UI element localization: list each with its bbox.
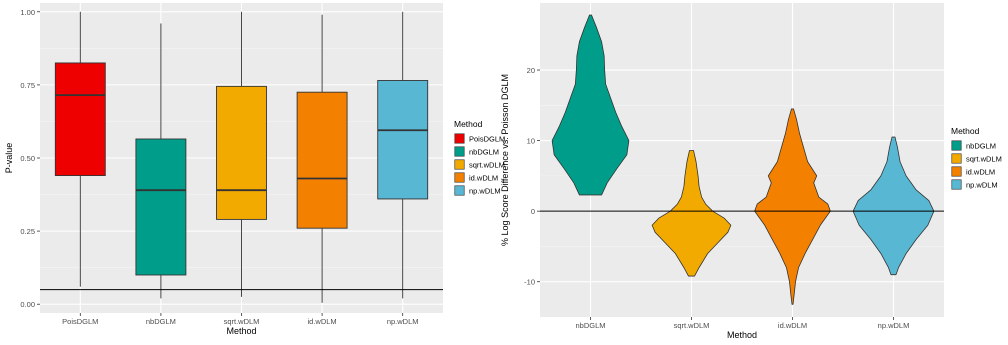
legend-key-id.wDLM bbox=[454, 172, 465, 183]
box-np.wDLM bbox=[377, 11, 429, 299]
x-tick-label: PoisDGLM bbox=[62, 317, 98, 326]
x-axis-title: Method bbox=[727, 330, 757, 340]
legend-key-nbDGLM bbox=[951, 140, 962, 151]
chart-panel-1: 0.00 0.25 0.50 0.75 1.00 PoisDGLM nbDGLM sqrt.w… bbox=[4, 3, 505, 336]
legend-key-nbDGLM bbox=[454, 146, 465, 157]
x-tick-label: sqrt.wDLM bbox=[224, 317, 260, 326]
legend-key-np.wDLM bbox=[951, 179, 962, 190]
y-tick-label: 0.00 bbox=[20, 300, 35, 309]
y-axis-title: % Log Score Difference vs. Poisson DGLM bbox=[500, 74, 510, 246]
legend-key-sqrt.wDLM bbox=[454, 159, 465, 170]
y-tick-label: 0 bbox=[531, 207, 535, 216]
legend-label: np.wDLM bbox=[469, 187, 501, 196]
box-sqrt.wDLM bbox=[216, 11, 267, 297]
x-tick-label: id.wDLM bbox=[778, 321, 807, 330]
legend-title: Method bbox=[454, 119, 483, 129]
y-tick-label: 20 bbox=[527, 66, 535, 75]
y-tick-label: 0.50 bbox=[20, 154, 35, 163]
legend-key-sqrt.wDLM bbox=[951, 153, 962, 164]
box-PoisDGLM bbox=[54, 11, 106, 287]
y-axis-title: P-value bbox=[4, 143, 14, 174]
box-id.wDLM bbox=[296, 14, 348, 303]
x-axis-title: Method bbox=[226, 326, 256, 336]
box-body bbox=[377, 80, 429, 200]
legend: Method PoisDGLM nbDGLM sqrt.wDLM id.wDLM np.w… bbox=[454, 119, 505, 196]
legend-label: PoisDGLM bbox=[469, 135, 505, 144]
box-body bbox=[135, 138, 187, 276]
box-nbDGLM bbox=[135, 23, 187, 299]
legend-key-id.wDLM bbox=[951, 166, 962, 177]
legend-label: nbDGLM bbox=[966, 142, 996, 151]
y-tick-label: 0.25 bbox=[20, 227, 35, 236]
violin-id.wDLM bbox=[754, 108, 831, 305]
violin-nbDGLM bbox=[551, 14, 630, 196]
legend-label: id.wDLM bbox=[469, 174, 498, 183]
x-tick-label: sqrt.wDLM bbox=[674, 321, 710, 330]
legend-title: Method bbox=[951, 126, 980, 136]
x-tick-label: id.wDLM bbox=[308, 317, 337, 326]
legend-key-PoisDGLM bbox=[454, 133, 465, 144]
x-tick-label: nbDGLM bbox=[146, 317, 176, 326]
x-tick-label: nbDGLM bbox=[575, 321, 605, 330]
legend-label: nbDGLM bbox=[469, 148, 499, 157]
box-body bbox=[216, 85, 267, 220]
violin-sqrt.wDLM bbox=[651, 150, 732, 277]
legend-label: np.wDLM bbox=[966, 181, 998, 190]
legend-key-np.wDLM bbox=[454, 185, 465, 196]
legend-label: id.wDLM bbox=[966, 168, 995, 177]
legend: Method nbDGLM sqrt.wDLM id.wDLM np.wDLM bbox=[951, 126, 1002, 190]
legend-label: sqrt.wDLM bbox=[966, 155, 1002, 164]
y-tick-label: 1.00 bbox=[20, 8, 35, 17]
legend-label: sqrt.wDLM bbox=[469, 161, 505, 170]
y-tick-label: 10 bbox=[527, 137, 535, 146]
x-tick-label: np.wDLM bbox=[878, 321, 910, 330]
box-body bbox=[296, 91, 348, 229]
y-tick-label: -10 bbox=[524, 278, 535, 287]
violin-np.wDLM bbox=[852, 136, 935, 276]
box-body bbox=[54, 62, 106, 176]
y-tick-label: 0.75 bbox=[20, 81, 35, 90]
x-tick-label: np.wDLM bbox=[387, 317, 419, 326]
